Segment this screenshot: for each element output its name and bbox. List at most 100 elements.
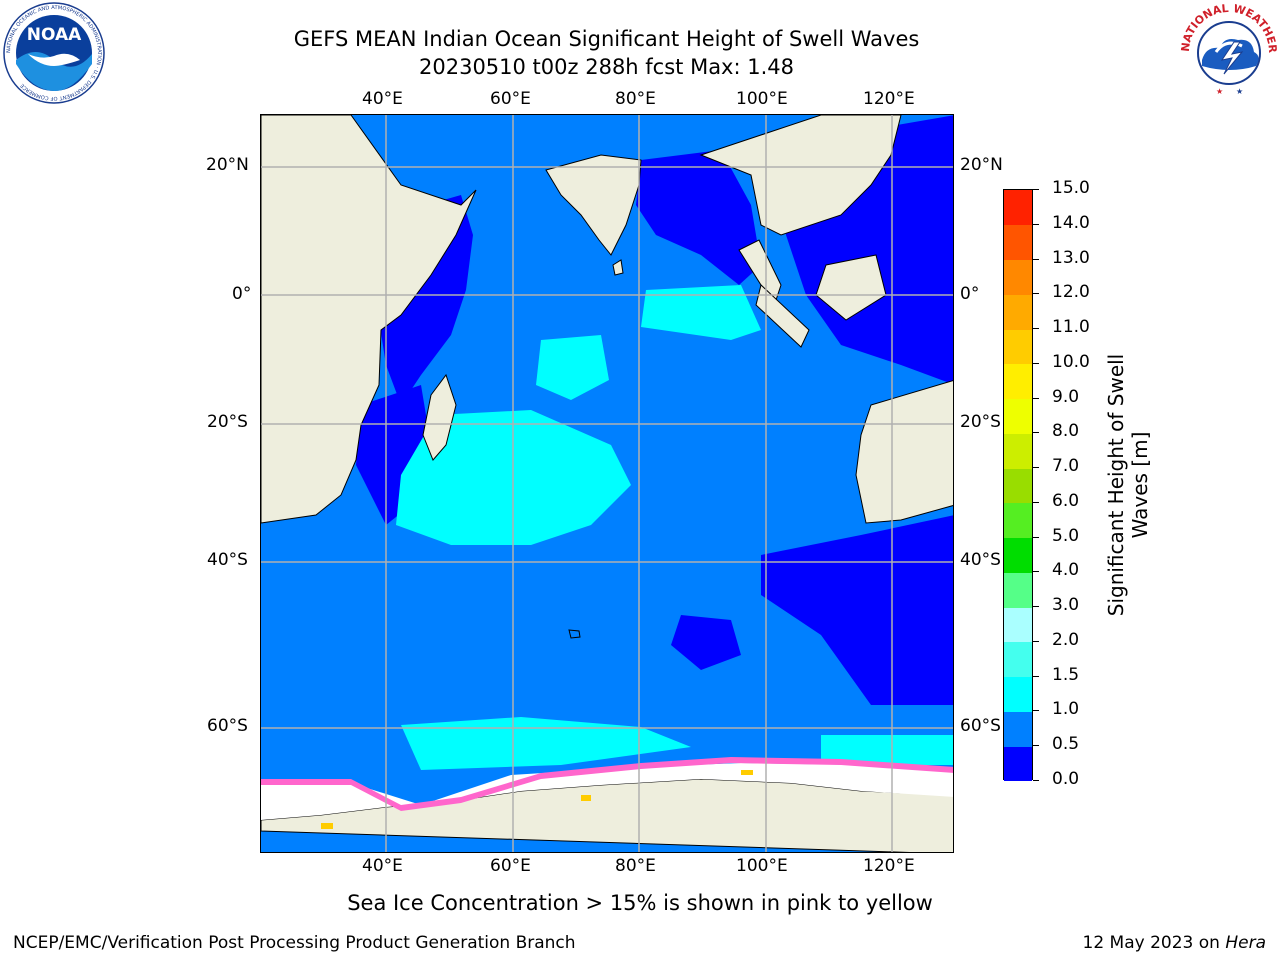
- colorbar-tick-mark: [1033, 189, 1039, 190]
- swell-low-bay-of-bengal: [636, 150, 761, 285]
- colorbar-tick-label: 1.5: [1052, 664, 1080, 685]
- colorbar-title: Significant Height of Swell Waves [m]: [1104, 354, 1152, 616]
- colorbar-bin: [1004, 259, 1032, 295]
- colorbar-tick-mark: [1033, 467, 1039, 469]
- swell-mid-southeast-strip: [821, 735, 953, 765]
- lon-tick-top-40e: 40°E: [362, 89, 403, 109]
- sea-ice-pink-edge: [261, 757, 953, 811]
- colorbar-title-line1: Significant Height of Swell: [1104, 353, 1128, 617]
- swell-mid-southern-strip: [401, 717, 691, 770]
- swell-mid-madagascar-east: [536, 335, 609, 400]
- footer-date-text: 12 May 2023 on: [1082, 933, 1226, 953]
- lat-tick-right-20s: 20°S: [960, 412, 1001, 432]
- land-africa: [261, 115, 477, 524]
- land-borneo: [815, 254, 887, 321]
- lon-tick-top-120e: 120°E: [863, 89, 915, 109]
- colorbar-bin: [1004, 746, 1032, 782]
- colorbar-tick-mark: [1033, 328, 1039, 330]
- land-malay-peninsula: [738, 239, 782, 301]
- colorbar-tick-label: 5.0: [1052, 525, 1080, 546]
- colorbar-bin: [1004, 711, 1032, 747]
- sea-ice-white-zone: [261, 763, 953, 820]
- colorbar-bin: [1004, 607, 1032, 643]
- lon-tick-top-80e: 80°E: [615, 89, 656, 109]
- colorbar-tick-label: 14.0: [1052, 212, 1090, 233]
- colorbar-tick-mark: [1033, 258, 1039, 260]
- colorbar-bin: [1004, 572, 1032, 608]
- gridlines: [261, 115, 953, 852]
- land-sri-lanka: [612, 259, 624, 276]
- colorbar-bin: [1004, 224, 1032, 260]
- colorbar-bin: [1004, 363, 1032, 400]
- lon-tick-top-100e: 100°E: [736, 89, 788, 109]
- land-madagascar: [422, 373, 457, 461]
- lat-tick-right-40s: 40°S: [960, 550, 1001, 570]
- svg-text:★: ★: [1236, 87, 1243, 96]
- svg-text:★: ★: [1216, 87, 1223, 96]
- lat-tick-right-0: 0°: [960, 284, 980, 304]
- colorbar-tick-mark: [1033, 675, 1039, 677]
- lat-tick-right-60s: 60°S: [960, 716, 1001, 736]
- colorbar-bin: [1004, 468, 1032, 504]
- colorbar-tick-mark: [1033, 432, 1039, 434]
- swell-low-south-australia: [761, 515, 953, 705]
- colorbar-bin: [1004, 676, 1032, 712]
- colorbar-tick-mark: [1033, 536, 1039, 538]
- lon-tick-top-60e: 60°E: [490, 89, 531, 109]
- colorbar-tick-mark: [1033, 640, 1039, 642]
- colorbar-tick-label: 11.0: [1052, 317, 1090, 338]
- colorbar-tick-label: 6.0: [1052, 490, 1080, 511]
- chart-subtitle: 20230510 t00z 288h fcst Max: 1.48: [419, 55, 794, 79]
- land-sumatra: [755, 284, 810, 348]
- colorbar-tick-label: 3.0: [1052, 595, 1080, 616]
- land-regions: [261, 115, 953, 852]
- sea-ice-shelf: [261, 757, 953, 829]
- noaa-logo: NATIONAL OCEANIC AND ATMOSPHERIC ADMINIS…: [3, 2, 105, 104]
- colorbar-tick-label: 0.0: [1052, 769, 1080, 789]
- colorbar-bin: [1004, 329, 1032, 365]
- colorbar-tick-mark: [1033, 223, 1039, 225]
- lat-tick-left-0: 0°: [232, 284, 252, 304]
- colorbar-tick-mark: [1033, 745, 1039, 747]
- lat-tick-left-20n: 20°N: [206, 155, 249, 175]
- colorbar-tick-label: 2.0: [1052, 629, 1080, 650]
- lat-tick-left-40s: 40°S: [207, 550, 248, 570]
- colorbar-tick-mark: [1033, 571, 1039, 573]
- lon-tick-bottom-100e: 100°E: [736, 856, 788, 876]
- colorbar-tick-mark: [1033, 606, 1039, 608]
- colorbar-tick-mark: [1033, 293, 1039, 295]
- map-panel: [260, 114, 954, 853]
- lon-tick-bottom-80e: 80°E: [615, 856, 656, 876]
- nws-logo: NATIONAL WEATHER SERVICE ★ ★: [1178, 2, 1279, 100]
- colorbar-tick-mark: [1033, 501, 1039, 503]
- colorbar: [1003, 189, 1033, 782]
- colorbar-tick-label: 0.5: [1052, 734, 1080, 755]
- colorbar-bin: [1004, 294, 1032, 330]
- island-kerguelen: [568, 629, 581, 639]
- lon-tick-bottom-120e: 120°E: [863, 856, 915, 876]
- noaa-logo-text: NOAA: [27, 25, 82, 45]
- lat-tick-left-20s: 20°S: [207, 412, 248, 432]
- colorbar-tick-mark: [1033, 780, 1039, 781]
- footer-date: 12 May 2023 on Hera: [1083, 933, 1267, 953]
- land-india: [545, 154, 642, 256]
- lat-tick-left-60s: 60°S: [207, 716, 248, 736]
- colorbar-bin: [1004, 433, 1032, 469]
- lat-tick-right-20n: 20°N: [960, 155, 1003, 175]
- footer-machine: Hera: [1225, 933, 1266, 953]
- land-australia: [855, 380, 953, 524]
- colorbar-title-line2: Waves [m]: [1128, 431, 1152, 539]
- land-southeast-asia: [699, 115, 902, 236]
- colorbar-bin: [1004, 398, 1032, 434]
- colorbar-bin: [1004, 641, 1032, 678]
- chart-title: GEFS MEAN Indian Ocean Significant Heigh…: [293, 27, 920, 51]
- map-canvas: [261, 115, 953, 852]
- colorbar-tick-mark: [1033, 710, 1039, 712]
- caption: Sea Ice Concentration > 15% is shown in …: [347, 891, 933, 915]
- colorbar-tick-label: 15.0: [1052, 178, 1090, 198]
- colorbar-tick-mark: [1033, 362, 1039, 364]
- colorbar-bin: [1004, 502, 1032, 539]
- colorbar-tick-mark: [1033, 397, 1039, 399]
- colorbar-bin: [1004, 190, 1032, 226]
- colorbar-tick-label: 1.0: [1052, 699, 1080, 720]
